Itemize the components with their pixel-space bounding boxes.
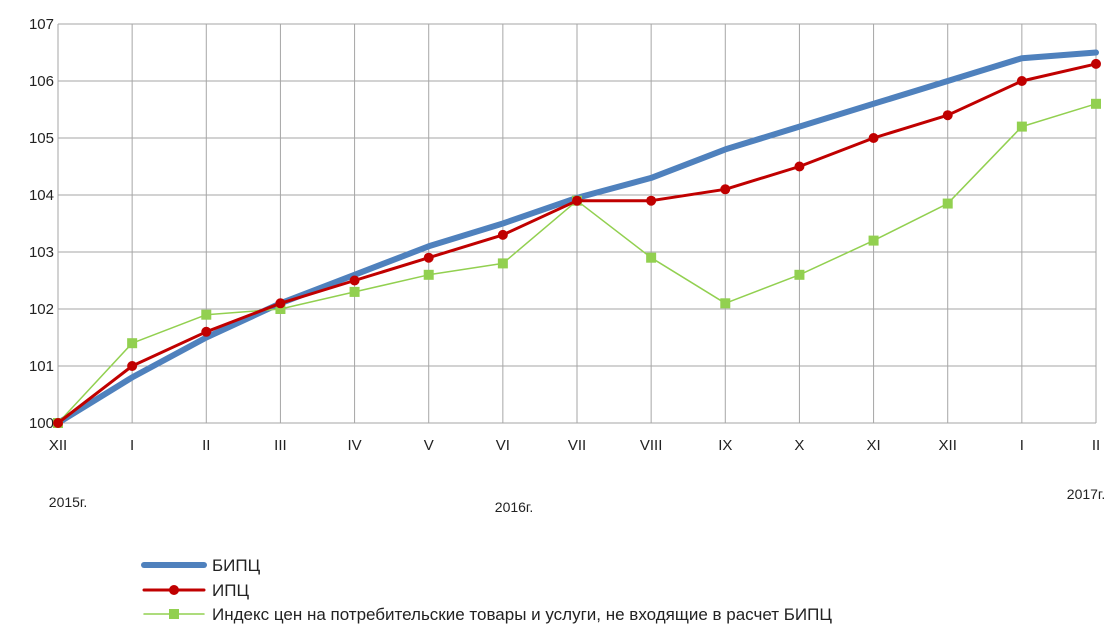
series-point <box>1016 121 1027 132</box>
series-point <box>423 269 434 280</box>
x-axis-ticks: XII I II III IV V VI VII VIII IX X XI XII I II <box>49 437 1100 454</box>
x-tick-label: V <box>424 437 434 454</box>
x-tick-label: X <box>794 437 804 454</box>
x-tick-label: VI <box>496 437 510 454</box>
x-tick-label: VIII <box>640 437 663 454</box>
series-point <box>720 184 731 195</box>
y-axis-ticks: 100 101 102 103 104 105 106 107 <box>29 16 54 432</box>
series-point <box>572 195 582 206</box>
x-tick-label: I <box>1020 437 1024 454</box>
series-point <box>497 258 508 269</box>
x-tick-label: XI <box>866 437 880 454</box>
legend-label: БИПЦ <box>212 556 261 575</box>
series-point <box>720 298 731 309</box>
x-tick-label: I <box>130 437 134 454</box>
y-tick-label: 105 <box>29 130 54 147</box>
series-point <box>942 110 953 121</box>
y-tick-label: 102 <box>29 301 54 318</box>
series-point <box>497 229 508 240</box>
series-point <box>868 133 879 143</box>
legend-swatch-marker <box>169 609 179 619</box>
series-point <box>349 286 360 297</box>
series-point <box>349 275 360 286</box>
x-tick-label: IX <box>718 437 732 454</box>
x-tick-label: III <box>274 437 287 454</box>
series-lines <box>53 49 1101 428</box>
y-tick-label: 106 <box>29 73 54 90</box>
series-point <box>646 252 657 263</box>
year-label: 2016г. <box>495 499 533 515</box>
series-point <box>1016 76 1027 86</box>
series-point <box>868 235 879 246</box>
series-point <box>646 195 657 206</box>
legend-swatch-marker <box>169 585 179 595</box>
x-tick-label: XII <box>939 437 957 454</box>
series-point <box>275 298 286 309</box>
series-point <box>201 309 212 320</box>
y-tick-label: 100 <box>29 415 54 432</box>
series-point <box>942 198 953 209</box>
series-point <box>1091 98 1101 109</box>
series-point <box>423 252 434 263</box>
chart-legend: БИПЦ ИПЦ Индекс цен на потребительские тов… <box>141 556 832 624</box>
series-point <box>53 418 63 428</box>
y-tick-label: 104 <box>29 187 54 204</box>
x-tick-label: II <box>202 437 210 454</box>
y-tick-label: 101 <box>29 358 54 375</box>
legend-label: Индекс цен на потребительские товары и у… <box>212 605 832 624</box>
x-tick-label: XII <box>49 437 67 454</box>
series-point <box>127 361 138 371</box>
year-labels: 2015г. 2016г. 2017г. <box>49 486 1105 515</box>
series-point <box>794 269 805 280</box>
series-point <box>275 304 286 314</box>
series-point <box>127 338 138 349</box>
year-label: 2015г. <box>49 494 87 510</box>
y-tick-label: 107 <box>29 16 54 33</box>
series-point <box>201 326 212 337</box>
series-point <box>1091 58 1101 69</box>
series-point <box>794 161 805 172</box>
x-tick-label: VII <box>568 437 586 454</box>
year-label: 2017г. <box>1067 486 1105 502</box>
x-tick-label: II <box>1092 437 1100 454</box>
legend-label: ИПЦ <box>212 581 249 600</box>
y-tick-label: 103 <box>29 244 54 261</box>
x-tick-label: IV <box>347 437 361 454</box>
